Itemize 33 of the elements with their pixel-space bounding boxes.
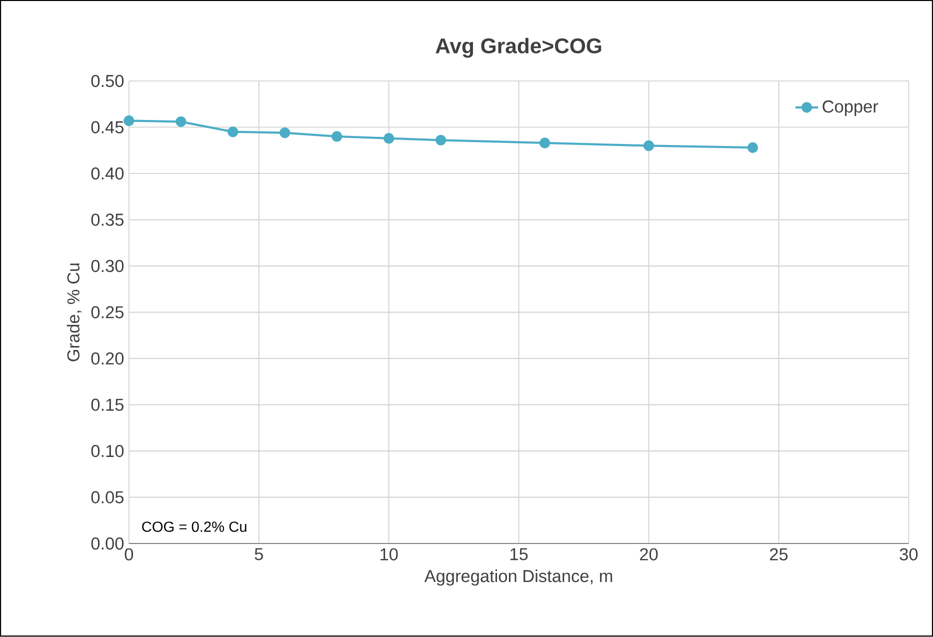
x-tick-label: 15 bbox=[510, 548, 528, 560]
point bbox=[539, 138, 550, 148]
y-tick-label: 0.30 bbox=[91, 260, 124, 272]
point bbox=[332, 131, 342, 142]
x-tick-label: 5 bbox=[254, 548, 263, 560]
y-tick-label: 0.35 bbox=[91, 214, 124, 226]
legend-label: Copper bbox=[822, 100, 878, 116]
x-axis-title: Aggregation Distance, m bbox=[424, 570, 612, 586]
point bbox=[384, 133, 394, 144]
point bbox=[643, 140, 654, 152]
point bbox=[436, 135, 446, 146]
y-tick-label: 0.00 bbox=[91, 538, 124, 550]
y-tick-label: 0.45 bbox=[91, 121, 124, 134]
point bbox=[747, 142, 758, 154]
y-tick-label: 0.20 bbox=[91, 352, 124, 365]
y-tick-label: 0.25 bbox=[91, 306, 124, 319]
y-axis-title: Grade, % Cu bbox=[66, 264, 82, 362]
point bbox=[124, 116, 134, 126]
x-tick-label: 0 bbox=[124, 548, 134, 561]
y-tick-label: 0.50 bbox=[91, 75, 124, 88]
chart-title: Avg Grade>COG bbox=[436, 38, 602, 58]
point bbox=[176, 116, 186, 128]
x-tick-label: 25 bbox=[770, 548, 788, 561]
annotation: COG = 0.2% Cu bbox=[142, 522, 246, 532]
y-tick-label: 0.40 bbox=[91, 168, 124, 180]
y-tick-label: 0.10 bbox=[91, 445, 124, 458]
point bbox=[280, 128, 290, 138]
x-tick-label: 30 bbox=[900, 548, 918, 561]
x-tick-label: 10 bbox=[380, 548, 398, 561]
y-tick-label: 0.15 bbox=[91, 398, 124, 412]
x-tick-label: 20 bbox=[640, 548, 658, 561]
y-tick-label: 0.05 bbox=[91, 491, 124, 504]
point bbox=[228, 126, 238, 138]
